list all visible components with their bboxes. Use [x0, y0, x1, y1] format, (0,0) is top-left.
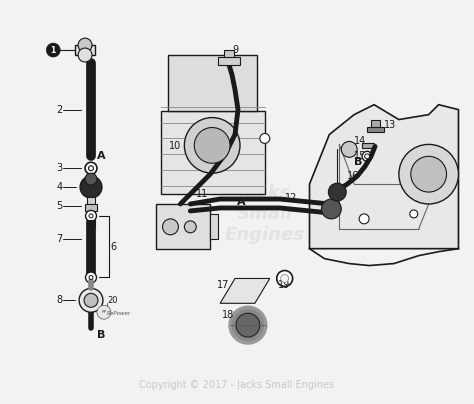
Polygon shape: [85, 204, 97, 211]
Text: B: B: [97, 330, 105, 340]
Circle shape: [277, 271, 292, 286]
Polygon shape: [210, 214, 218, 239]
Circle shape: [341, 141, 357, 157]
Polygon shape: [75, 45, 95, 55]
Text: 10: 10: [168, 141, 181, 152]
Polygon shape: [371, 120, 380, 126]
Text: 2: 2: [56, 105, 63, 115]
Circle shape: [78, 38, 92, 52]
Text: 8: 8: [56, 295, 63, 305]
Circle shape: [281, 274, 289, 282]
Text: RePower: RePower: [107, 311, 131, 316]
Circle shape: [89, 276, 93, 280]
Text: 15: 15: [354, 152, 366, 161]
Polygon shape: [218, 57, 240, 65]
Circle shape: [85, 162, 97, 174]
Text: 20: 20: [107, 296, 118, 305]
Circle shape: [163, 219, 178, 235]
Text: 17: 17: [217, 280, 229, 290]
Circle shape: [89, 214, 93, 218]
Circle shape: [260, 133, 270, 143]
Circle shape: [84, 293, 98, 307]
Circle shape: [184, 221, 196, 233]
Circle shape: [80, 176, 102, 198]
Text: 18: 18: [222, 310, 234, 320]
Text: A: A: [237, 197, 246, 207]
Circle shape: [411, 156, 447, 192]
Circle shape: [194, 128, 230, 163]
Circle shape: [410, 210, 418, 218]
Text: RP: RP: [101, 310, 107, 314]
Circle shape: [328, 183, 346, 201]
Text: 13: 13: [384, 120, 396, 130]
Polygon shape: [224, 50, 234, 57]
Circle shape: [78, 48, 92, 62]
Circle shape: [399, 144, 458, 204]
Text: 7: 7: [56, 234, 63, 244]
Text: 12: 12: [285, 193, 297, 203]
Circle shape: [362, 152, 372, 161]
Text: Copyright © 2017 - Jacks Small Engines: Copyright © 2017 - Jacks Small Engines: [139, 380, 335, 390]
Polygon shape: [310, 105, 458, 249]
Circle shape: [89, 166, 93, 171]
Polygon shape: [367, 126, 384, 133]
Polygon shape: [168, 55, 257, 111]
Circle shape: [321, 199, 341, 219]
Circle shape: [79, 288, 103, 312]
Polygon shape: [87, 197, 95, 204]
Circle shape: [85, 210, 97, 221]
Text: Jacks
Small
Engines: Jacks Small Engines: [225, 184, 305, 244]
Text: 5: 5: [56, 201, 63, 211]
Circle shape: [184, 118, 240, 173]
Text: B: B: [354, 157, 363, 167]
Text: 4: 4: [56, 182, 63, 192]
Text: 16: 16: [347, 171, 359, 181]
Text: 11: 11: [196, 189, 209, 199]
Text: 9: 9: [232, 45, 238, 55]
Circle shape: [85, 272, 97, 283]
Text: A: A: [97, 152, 106, 161]
Text: 3: 3: [56, 163, 63, 173]
Text: 1: 1: [51, 46, 56, 55]
Polygon shape: [220, 278, 270, 303]
Text: 14: 14: [354, 137, 366, 146]
Polygon shape: [155, 204, 210, 249]
Polygon shape: [87, 220, 95, 228]
Text: 6: 6: [111, 242, 117, 252]
Circle shape: [85, 173, 97, 185]
Text: 19: 19: [278, 280, 290, 290]
Circle shape: [359, 214, 369, 224]
Circle shape: [97, 305, 111, 319]
Circle shape: [365, 154, 370, 159]
Circle shape: [46, 43, 60, 57]
Circle shape: [230, 307, 266, 343]
Polygon shape: [362, 143, 374, 148]
Circle shape: [236, 313, 260, 337]
Polygon shape: [161, 111, 265, 194]
